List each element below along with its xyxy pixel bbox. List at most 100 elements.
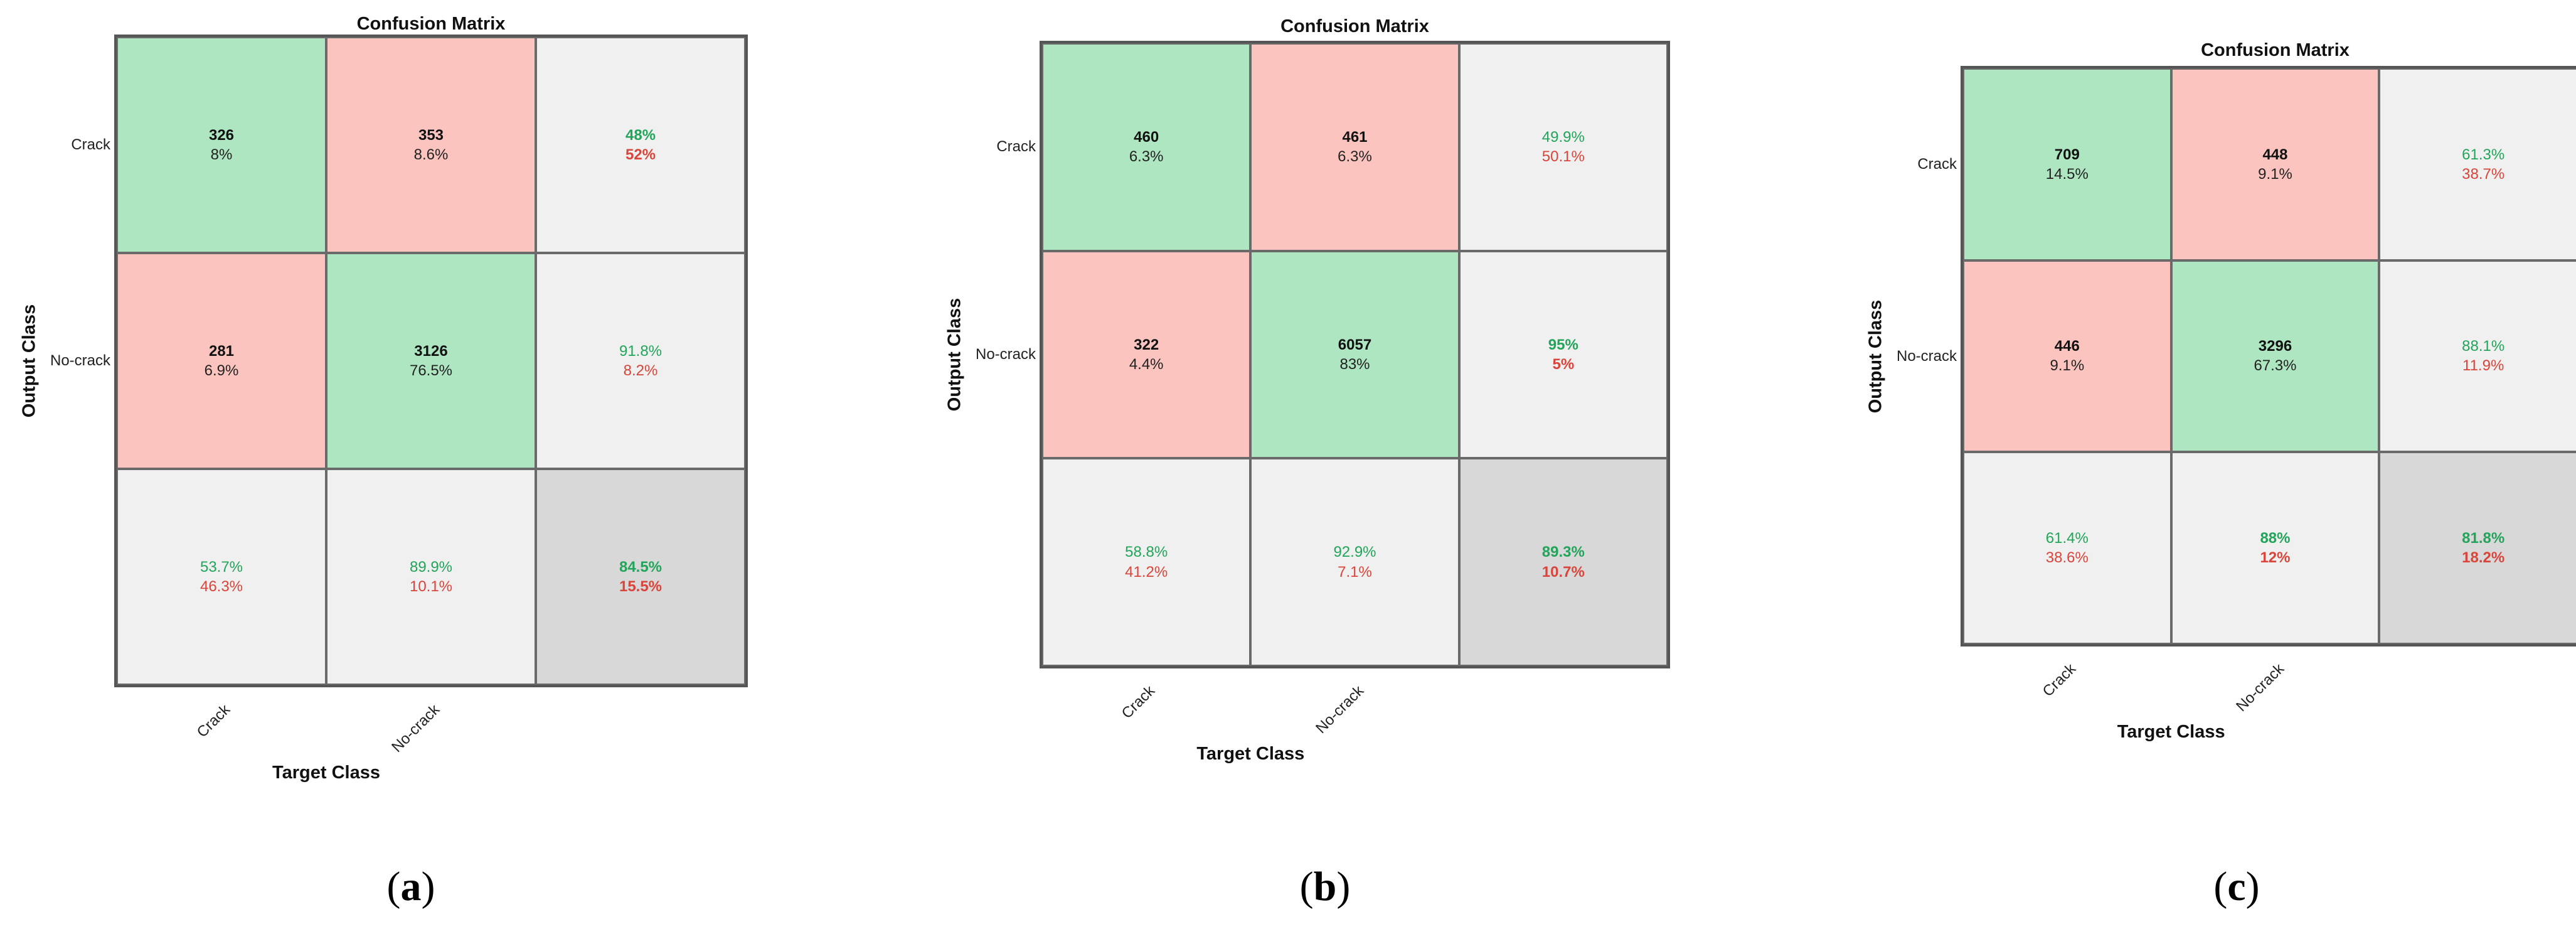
error-rate: 7.1% xyxy=(1338,563,1372,581)
correct-rate: 91.8% xyxy=(619,342,663,360)
error-rate: 12% xyxy=(2260,549,2291,567)
summary-cell: 53.7% 46.3% xyxy=(117,469,326,685)
cell-count: 353 xyxy=(418,126,444,144)
summary-cell: 88% 12% xyxy=(2171,452,2380,644)
matrix-cell: 353 8.6% xyxy=(326,37,536,253)
row-tick-label: No-crack xyxy=(50,352,110,369)
x-axis-label: Target Class xyxy=(2117,722,2225,742)
cell-percent: 83% xyxy=(1339,355,1370,373)
cell-count: 448 xyxy=(2262,146,2288,163)
cell-count: 3126 xyxy=(414,342,448,360)
correct-rate: 88% xyxy=(2260,529,2291,547)
summary-cell: 91.8% 8.2% xyxy=(536,253,745,469)
error-rate: 8.2% xyxy=(623,362,658,379)
correct-rate: 89.3% xyxy=(1541,544,1585,561)
column-tick-label: Crack xyxy=(1118,682,1159,722)
column-tick-label: No-crack xyxy=(388,701,444,756)
cell-count: 461 xyxy=(1342,129,1368,146)
x-axis-label: Target Class xyxy=(1196,744,1305,764)
error-rate: 50.1% xyxy=(1541,148,1585,166)
error-rate: 10.1% xyxy=(409,578,453,595)
row-tick-label: No-crack xyxy=(1896,347,1957,365)
correct-rate: 58.8% xyxy=(1125,544,1168,561)
error-rate: 15.5% xyxy=(619,578,663,595)
matrix-cell: 461 6.3% xyxy=(1250,43,1459,251)
row-tick-label: Crack xyxy=(1917,155,1957,173)
cell-percent: 6.3% xyxy=(1129,148,1164,166)
error-rate: 5% xyxy=(1552,355,1575,373)
correct-rate: 61.4% xyxy=(2045,529,2089,547)
matrix-cell: 448 9.1% xyxy=(2171,68,2380,260)
error-rate: 52% xyxy=(625,146,656,163)
panel-letter: a xyxy=(400,864,422,909)
overall-accuracy-cell: 81.8% 18.2% xyxy=(2379,452,2576,644)
summary-cell: 88.1% 11.9% xyxy=(2379,260,2576,453)
correct-rate: 92.9% xyxy=(1333,544,1376,561)
panel-caption: (c) xyxy=(2213,864,2260,909)
summary-cell: 49.9% 50.1% xyxy=(1459,43,1668,251)
column-tick-label: No-crack xyxy=(1312,682,1367,737)
summary-cell: 61.3% 38.7% xyxy=(2379,68,2576,260)
cell-percent: 6.3% xyxy=(1338,148,1372,166)
matrix-grid: 460 6.3% 461 6.3% 49.9% 50.1% 322 4.4% 6057 83% 95… xyxy=(1040,41,1670,668)
cell-percent: 9.1% xyxy=(2258,165,2292,183)
matrix-cell: 281 6.9% xyxy=(117,253,326,469)
matrix-cell: 322 4.4% xyxy=(1042,250,1251,459)
correct-rate: 81.8% xyxy=(2462,529,2505,547)
chart-title: Confusion Matrix xyxy=(356,14,506,34)
correct-rate: 84.5% xyxy=(619,558,663,576)
column-tick-label: No-crack xyxy=(2232,660,2287,715)
error-rate: 38.7% xyxy=(2462,165,2505,183)
cell-count: 709 xyxy=(2054,146,2080,163)
row-tick-label: Crack xyxy=(71,136,110,153)
cell-percent: 4.4% xyxy=(1129,355,1164,373)
overall-accuracy-cell: 84.5% 15.5% xyxy=(536,469,745,685)
overall-accuracy-cell: 89.3% 10.7% xyxy=(1459,458,1668,666)
error-rate: 38.6% xyxy=(2045,549,2089,567)
column-tick-label: Crack xyxy=(193,701,234,741)
row-tick-label: Crack xyxy=(996,138,1036,156)
y-axis-label: Output Class xyxy=(1865,299,1886,413)
cell-percent: 14.5% xyxy=(2045,165,2089,183)
chart-title: Confusion Matrix xyxy=(1280,16,1429,36)
summary-cell: 58.8% 41.2% xyxy=(1042,458,1251,666)
matrix-cell: 3126 76.5% xyxy=(326,253,536,469)
correct-rate: 95% xyxy=(1548,336,1578,353)
summary-cell: 48% 52% xyxy=(536,37,745,253)
error-rate: 41.2% xyxy=(1125,563,1168,581)
panel-letter: c xyxy=(2227,864,2246,909)
cell-count: 326 xyxy=(208,126,235,144)
matrix-cell: 3296 67.3% xyxy=(2171,260,2380,453)
error-rate: 46.3% xyxy=(200,578,243,595)
matrix-cell: 446 9.1% xyxy=(1963,260,2171,453)
panel-caption: (a) xyxy=(386,864,435,909)
cell-count: 6057 xyxy=(1338,336,1372,353)
matrix-cell: 460 6.3% xyxy=(1042,43,1251,251)
cell-percent: 67.3% xyxy=(2254,357,2297,375)
cell-count: 446 xyxy=(2054,338,2080,355)
cell-count: 3296 xyxy=(2258,338,2292,355)
correct-rate: 48% xyxy=(625,126,656,144)
row-tick-label: No-crack xyxy=(975,346,1036,363)
cell-percent: 9.1% xyxy=(2050,357,2085,375)
error-rate: 10.7% xyxy=(1541,563,1585,581)
matrix-grid: 326 8% 353 8.6% 48% 52% 281 6.9% 3126 76.5% 91.8% 8… xyxy=(114,35,748,687)
cell-percent: 76.5% xyxy=(409,362,453,379)
cell-percent: 8.6% xyxy=(413,146,449,163)
cell-count: 460 xyxy=(1134,129,1159,146)
cell-count: 322 xyxy=(1134,336,1159,353)
matrix-cell: 709 14.5% xyxy=(1963,68,2171,260)
x-axis-label: Target Class xyxy=(272,763,380,783)
correct-rate: 53.7% xyxy=(200,558,243,576)
summary-cell: 61.4% 38.6% xyxy=(1963,452,2171,644)
cell-count: 281 xyxy=(208,342,235,360)
panel-letter: b xyxy=(1313,864,1337,909)
column-tick-label: Crack xyxy=(2039,660,2079,700)
cell-percent: 8% xyxy=(210,146,233,163)
error-rate: 18.2% xyxy=(2462,549,2505,567)
correct-rate: 61.3% xyxy=(2462,146,2505,163)
summary-cell: 92.9% 7.1% xyxy=(1250,458,1459,666)
matrix-cell: 6057 83% xyxy=(1250,250,1459,459)
panel-caption: (b) xyxy=(1299,864,1351,909)
chart-title: Confusion Matrix xyxy=(2201,40,2350,60)
